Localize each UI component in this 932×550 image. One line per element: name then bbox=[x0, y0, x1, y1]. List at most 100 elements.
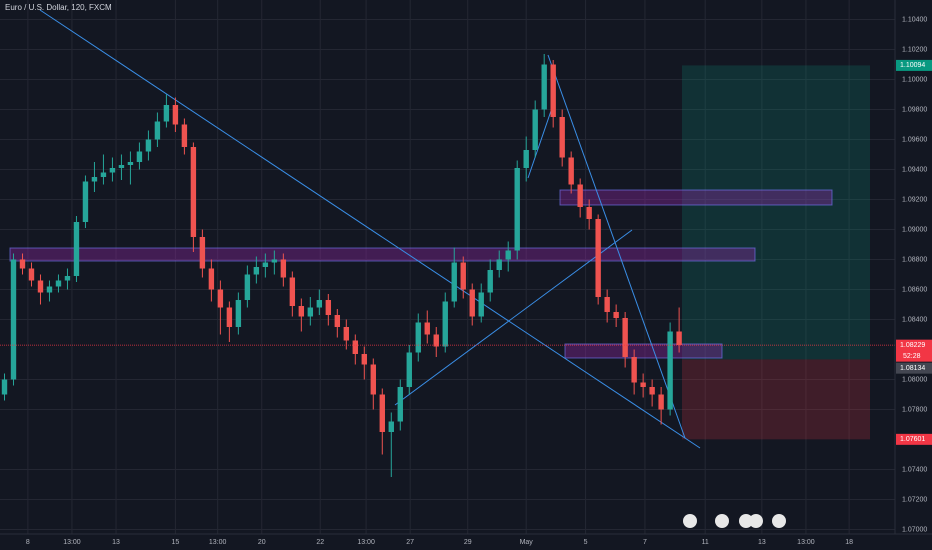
x-tick-label: 13 bbox=[112, 539, 120, 546]
demand-zone bbox=[564, 343, 723, 359]
candle-body bbox=[109, 168, 116, 173]
candle-body bbox=[28, 268, 35, 281]
y-tick-label: 1.09600 bbox=[902, 136, 927, 143]
profit-zone bbox=[682, 65, 870, 360]
x-tick-label: 29 bbox=[464, 539, 472, 546]
candle-body bbox=[433, 334, 439, 347]
candle-body bbox=[172, 105, 179, 125]
chart-title: Euro / U.S. Dollar, 120, FXCM bbox=[5, 3, 112, 12]
y-tick-label: 1.07800 bbox=[902, 406, 927, 413]
x-tick-label: 27 bbox=[406, 539, 414, 546]
candle-body bbox=[64, 276, 71, 281]
y-tick-label: 1.08000 bbox=[902, 376, 927, 383]
x-tick-label: 13:00 bbox=[209, 539, 227, 546]
candle-body bbox=[10, 259, 17, 380]
candle-body bbox=[334, 315, 341, 327]
y-tick-label: 1.08800 bbox=[902, 256, 927, 263]
candle-body bbox=[199, 237, 206, 269]
candle-body bbox=[658, 394, 664, 410]
candle-body bbox=[343, 327, 350, 341]
candle-body bbox=[37, 280, 44, 293]
price-label: 1.07601 bbox=[900, 436, 925, 443]
y-tick-label: 1.07000 bbox=[902, 526, 927, 533]
candle-body bbox=[532, 109, 538, 150]
candle-body bbox=[55, 280, 62, 287]
x-tick-label: 7 bbox=[643, 539, 647, 546]
trend-line bbox=[527, 107, 553, 179]
x-tick-label: 11 bbox=[702, 539, 709, 546]
event-icon[interactable] bbox=[739, 514, 753, 528]
candle-body bbox=[460, 262, 466, 290]
y-tick-label: 1.10000 bbox=[902, 76, 927, 83]
event-icon[interactable] bbox=[683, 514, 697, 528]
event-icon[interactable] bbox=[715, 514, 729, 528]
y-tick-label: 1.08600 bbox=[902, 286, 927, 293]
x-tick-label: 13 bbox=[758, 539, 766, 546]
event-icon[interactable] bbox=[772, 514, 786, 528]
y-tick-label: 1.09400 bbox=[902, 166, 927, 173]
candle-body bbox=[154, 121, 161, 140]
candle-body bbox=[622, 318, 628, 357]
candle-body bbox=[163, 105, 170, 122]
candle-body bbox=[361, 354, 367, 365]
position-tool bbox=[682, 65, 870, 440]
candle-body bbox=[568, 157, 574, 185]
x-tick-label: May bbox=[520, 539, 534, 546]
price-label: 1.10094 bbox=[900, 62, 925, 69]
y-tick-label: 1.08400 bbox=[902, 316, 927, 323]
candle-body bbox=[406, 352, 412, 387]
x-tick-label: 15 bbox=[172, 539, 180, 546]
x-tick-label: 8 bbox=[26, 539, 30, 546]
candle-body bbox=[550, 64, 556, 117]
y-tick-label: 1.09000 bbox=[902, 226, 927, 233]
x-tick-label: 13:00 bbox=[797, 539, 815, 546]
candle-body bbox=[181, 124, 188, 147]
candle-body bbox=[46, 286, 53, 293]
candle-body bbox=[586, 207, 592, 219]
candle-body bbox=[631, 357, 637, 383]
x-tick-label: 13:00 bbox=[63, 539, 81, 546]
candle-body bbox=[667, 331, 673, 410]
price-label-box bbox=[896, 339, 932, 362]
candle-body bbox=[496, 259, 502, 270]
trend-line bbox=[394, 229, 633, 406]
event-icons bbox=[683, 514, 786, 528]
grid bbox=[0, 0, 895, 534]
candle-body bbox=[505, 250, 511, 260]
candle-body bbox=[388, 421, 394, 432]
candle-body bbox=[280, 259, 287, 278]
candle-body bbox=[262, 262, 269, 267]
candle-body bbox=[118, 165, 125, 168]
candle-body bbox=[136, 151, 143, 162]
x-tick-label: 20 bbox=[258, 539, 266, 546]
candle-body bbox=[514, 168, 520, 251]
candle-body bbox=[352, 340, 358, 354]
y-tick-label: 1.07400 bbox=[902, 466, 927, 473]
candle-body bbox=[487, 270, 493, 293]
candles bbox=[0, 54, 895, 477]
candle-body bbox=[235, 300, 242, 327]
candle-body bbox=[379, 394, 385, 432]
price-label: 1.08229 bbox=[900, 342, 925, 349]
event-icon[interactable] bbox=[749, 514, 763, 528]
candle-body bbox=[442, 301, 448, 347]
price-label-box bbox=[896, 362, 932, 374]
candle-body bbox=[271, 259, 278, 263]
candle-body bbox=[523, 150, 529, 168]
candle-body bbox=[424, 322, 430, 335]
y-tick-label: 1.09200 bbox=[902, 196, 927, 203]
candle-body bbox=[370, 364, 376, 395]
price-label: 1.08134 bbox=[900, 365, 925, 372]
candle-body bbox=[1, 379, 8, 395]
candle-body bbox=[289, 277, 296, 306]
x-tick-label: 13:00 bbox=[357, 539, 375, 546]
candle-body bbox=[541, 64, 547, 110]
candle-body bbox=[190, 147, 197, 237]
drawings bbox=[9, 9, 833, 449]
candle-body bbox=[73, 222, 80, 276]
supply-zone bbox=[9, 247, 756, 262]
candle-body bbox=[325, 300, 332, 315]
